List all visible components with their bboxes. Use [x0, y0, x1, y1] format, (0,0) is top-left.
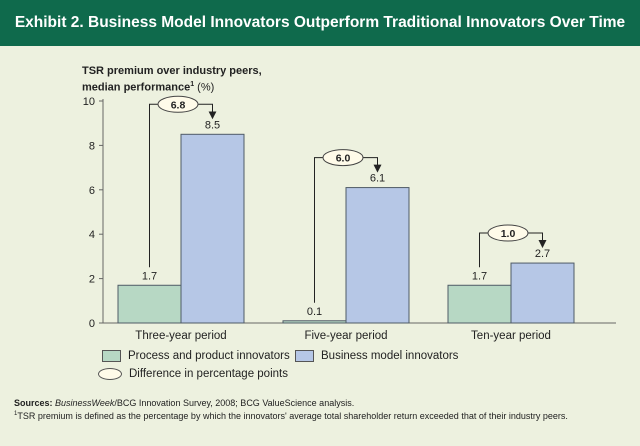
legend-label-difference: Difference in percentage points — [129, 368, 288, 380]
bar-process — [117, 284, 182, 324]
footnote-1: 1TSR premium is defined as the percentag… — [14, 409, 628, 422]
difference-label: 1.0 — [501, 228, 516, 240]
bar-value-label: 2.7 — [535, 248, 550, 260]
sources-text: /BCG Innovation Survey, 2008; BCG ValueS… — [114, 398, 355, 408]
footnotes: Sources: BusinessWeek/BCG Innovation Sur… — [14, 398, 628, 422]
y-axis-label: TSR premium over industry peers, median … — [82, 64, 262, 95]
sources-line: Sources: BusinessWeek/BCG Innovation Sur… — [14, 398, 628, 409]
sources-italic: BusinessWeek — [55, 398, 115, 408]
y-axis-label-line2: median performance — [82, 81, 191, 94]
legend-swatch-process — [102, 350, 121, 362]
bar-value-label: 1.7 — [142, 270, 157, 282]
footnote-1-text: TSR premium is defined as the percentage… — [17, 411, 568, 421]
legend-label-business: Business model innovators — [321, 350, 459, 362]
sources-label: Sources: — [14, 398, 53, 408]
bar-business — [510, 262, 575, 324]
bar-process — [447, 284, 512, 324]
y-axis-label-footnote-mark: 1 — [190, 81, 195, 88]
footnote-1-mark: 1 — [14, 411, 18, 417]
legend-swatch-business — [295, 350, 314, 362]
difference-label: 6.8 — [171, 99, 186, 111]
legend-swatch-difference — [98, 368, 122, 380]
y-tick-label: 6 — [89, 185, 95, 197]
bar-value-label: 6.1 — [370, 173, 385, 185]
y-tick-label: 8 — [89, 140, 95, 152]
difference-ellipse — [487, 224, 529, 242]
legend-item-difference: Difference in percentage points — [98, 368, 288, 380]
legend-item-process: Process and product innovators — [102, 350, 290, 362]
bar-process — [282, 320, 347, 324]
exhibit-title: Exhibit 2. Business Model Innovators Out… — [14, 14, 626, 31]
x-category-label: Three-year period — [135, 330, 226, 342]
bar-value-label: 8.5 — [205, 119, 220, 131]
y-tick-label: 4 — [89, 229, 95, 241]
exhibit-header: Exhibit 2. Business Model Innovators Out… — [0, 0, 640, 46]
y-axis-label-unit: (%) — [197, 81, 215, 94]
x-category-label: Ten-year period — [471, 330, 551, 342]
legend-label-process: Process and product innovators — [128, 350, 290, 362]
bar-chart: 0 2 4 6 8 10 1.7 8.5 Three-year period 6.8 0.1 6.1 F… — [83, 95, 616, 342]
difference-label: 6.0 — [336, 153, 351, 165]
y-tick-label: 10 — [83, 96, 95, 108]
y-axis-label-line1: TSR premium over industry peers, — [82, 65, 262, 77]
bar-value-label: 0.1 — [307, 306, 322, 318]
bar-value-label: 1.7 — [472, 270, 487, 282]
bar-business — [345, 187, 410, 324]
bar-business — [180, 133, 245, 324]
x-category-label: Five-year period — [304, 330, 387, 342]
legend-item-business: Business model innovators — [295, 350, 458, 362]
difference-ellipse — [322, 149, 364, 167]
y-tick-label: 2 — [89, 274, 95, 286]
difference-ellipse — [157, 95, 199, 113]
y-tick-label: 0 — [89, 318, 95, 330]
